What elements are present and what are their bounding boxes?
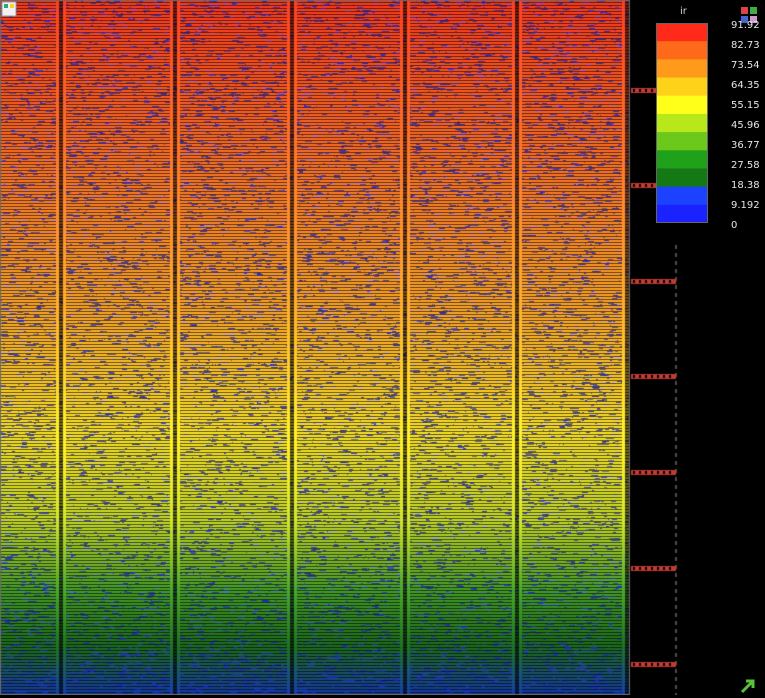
legend-color-bar bbox=[656, 23, 708, 223]
zoom-fit-icon[interactable] bbox=[740, 678, 756, 694]
legend-band bbox=[656, 114, 708, 133]
legend-band bbox=[656, 23, 708, 42]
legend-tick-2: 73.54 bbox=[731, 61, 760, 71]
legend-tick-3: 64.35 bbox=[731, 81, 760, 91]
legend-tick-10: 0 bbox=[731, 221, 737, 231]
legend-tick-6: 36.77 bbox=[731, 141, 760, 151]
legend-tick-1: 82.73 bbox=[731, 41, 760, 51]
legend-band bbox=[656, 150, 708, 169]
legend-band bbox=[656, 59, 708, 78]
legend-tick-9: 9.192 bbox=[731, 201, 760, 211]
legend-band bbox=[656, 168, 708, 187]
layer-toggle-icon[interactable] bbox=[0, 0, 18, 18]
legend-tick-4: 55.15 bbox=[731, 101, 760, 111]
ir-legend: ir 91.92 82.73 73.54 64.35 55.15 45.96 3… bbox=[653, 6, 765, 236]
legend-band bbox=[656, 41, 708, 60]
legend-tick-8: 18.38 bbox=[731, 181, 760, 191]
legend-band bbox=[656, 96, 708, 115]
legend-band bbox=[656, 205, 708, 223]
legend-tick-0: 91.92 bbox=[731, 21, 760, 31]
legend-tick-7: 27.58 bbox=[731, 161, 760, 171]
legend-band bbox=[656, 78, 708, 97]
legend-tick-5: 45.96 bbox=[731, 121, 760, 131]
legend-band bbox=[656, 132, 708, 151]
legend-band bbox=[656, 187, 708, 206]
legend-title: ir bbox=[680, 6, 687, 17]
